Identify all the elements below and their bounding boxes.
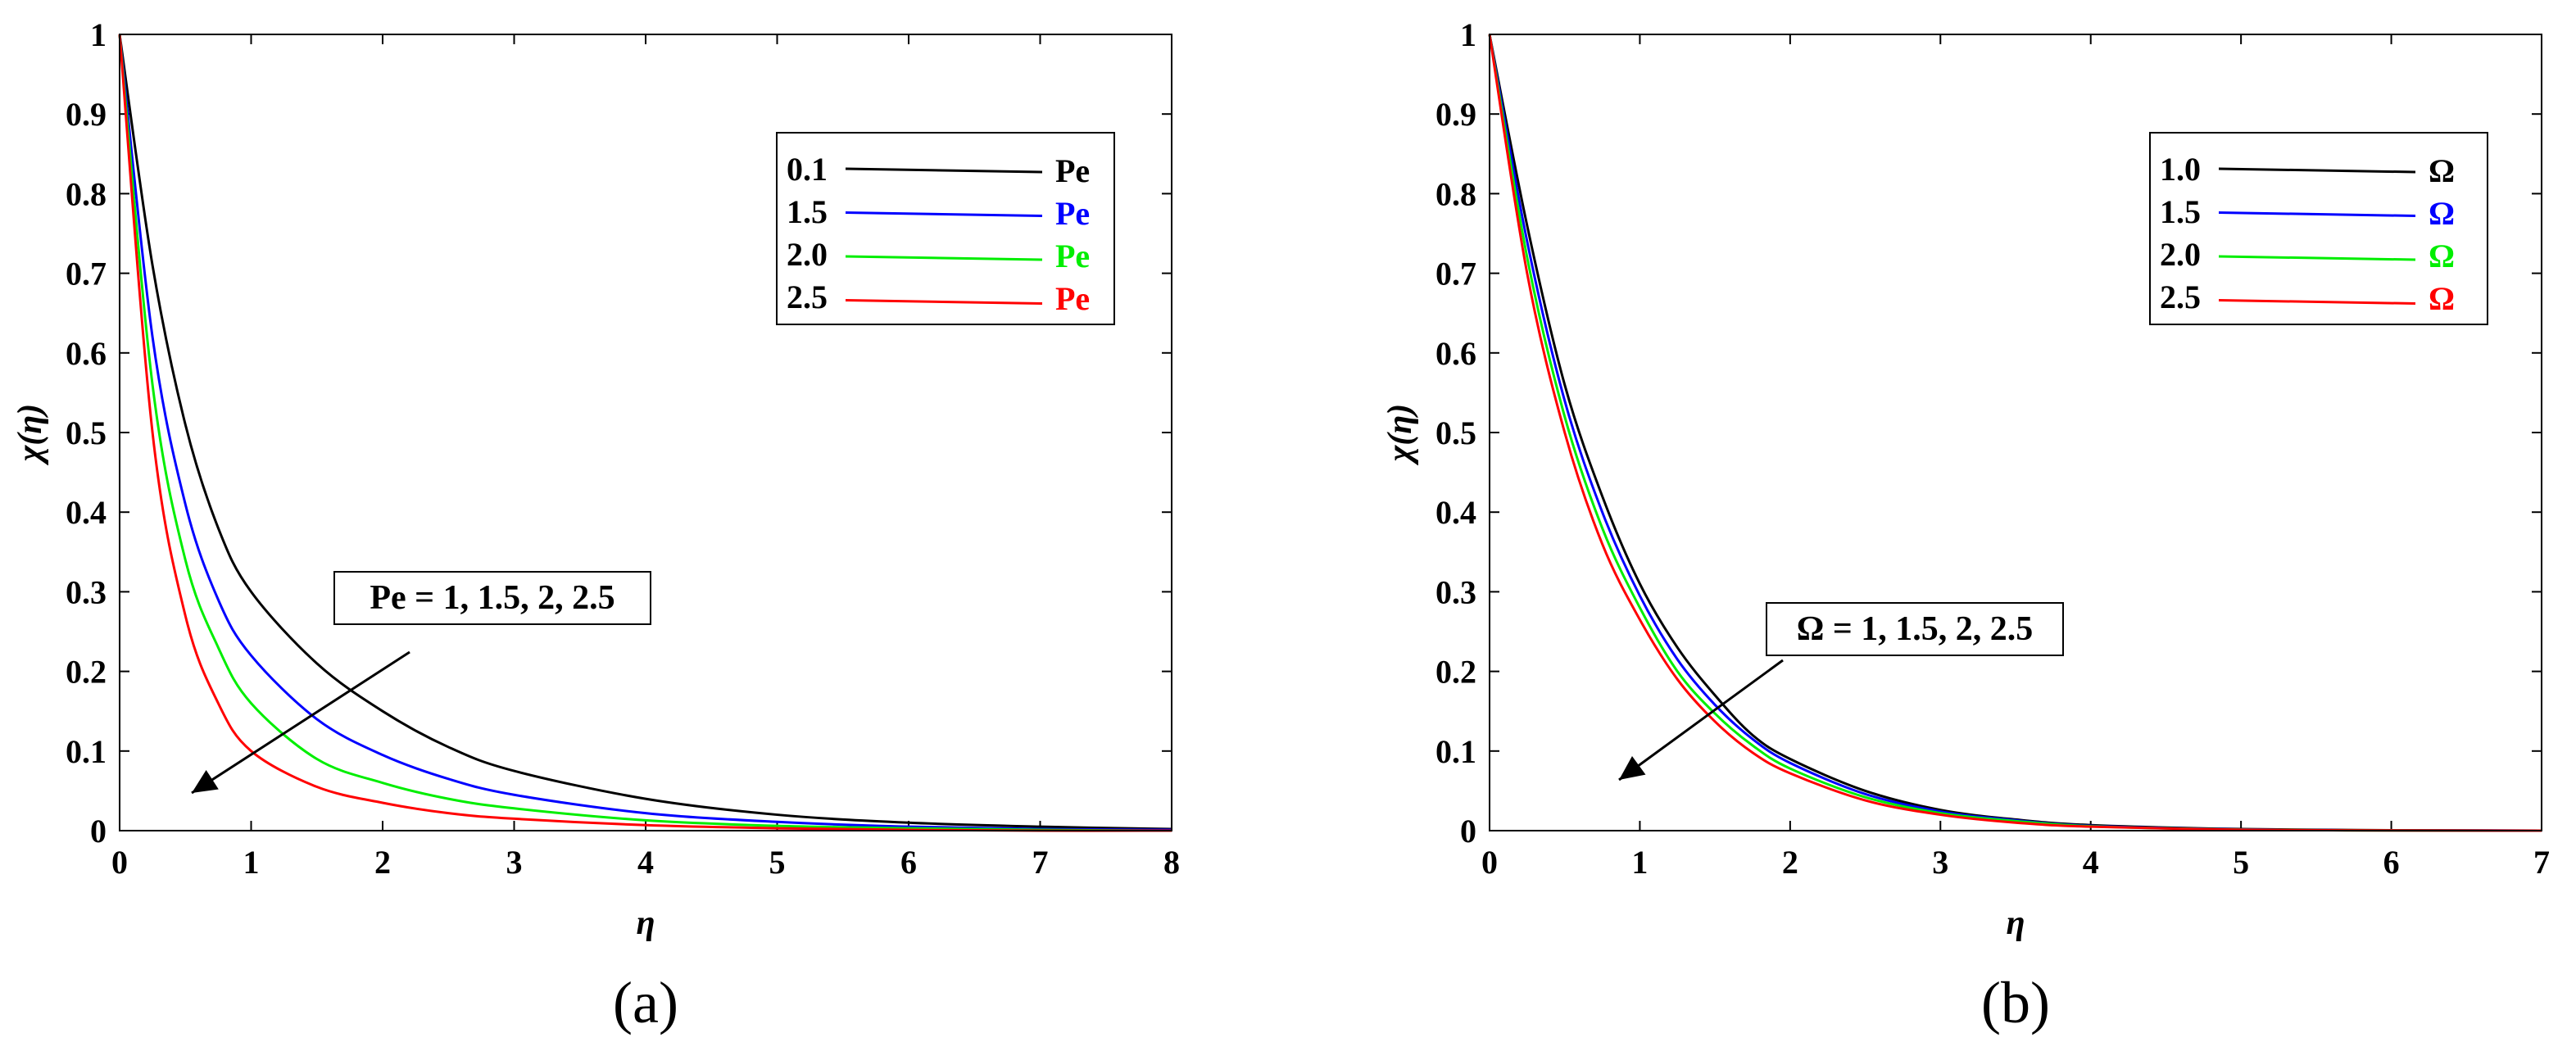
y-tick-label: 0.6 (66, 335, 107, 372)
legend-value-label: 1.5 (2160, 193, 2201, 230)
legend-box (776, 132, 1115, 325)
y-tick-label: 0.5 (66, 415, 107, 451)
legend-swatch (845, 167, 1043, 174)
y-tick-label: 0.8 (1435, 175, 1476, 212)
x-tick-label: 5 (2233, 844, 2249, 881)
legend-series-name: Ω (2429, 280, 2455, 317)
series-line (118, 34, 1172, 831)
legend-swatch (845, 211, 1043, 217)
x-tick-label: 1 (1631, 844, 1648, 881)
legend-series-name: Ω (2429, 238, 2455, 274)
x-tick-label: 2 (374, 844, 391, 881)
legend-swatch (2218, 299, 2416, 305)
y-axis-label: χ(η) (1381, 404, 1419, 466)
y-tick-label: 1 (90, 16, 107, 53)
legend-series-name: Pe (1055, 280, 1090, 317)
annotation-box (1766, 602, 2064, 656)
y-tick-label: 0.4 (66, 494, 107, 531)
y-tick-label: 0.4 (1435, 494, 1476, 531)
x-tick-label: 3 (506, 844, 523, 881)
panel-label: (b) (1981, 970, 2050, 1035)
y-tick-label: 1 (1460, 16, 1476, 53)
y-tick-label: 0.2 (1435, 654, 1476, 691)
legend-series-name: Pe (1055, 195, 1090, 232)
legend-series-name: Ω (2429, 152, 2455, 189)
annotation-box (333, 571, 651, 625)
panel-a: 0 1 2 3 4 5 6 7 8 0 0.1 0.2 0.3 0.4 0.5 0.6 0.7 0.8 0.9 1 η χ… (11, 16, 1180, 1035)
y-tick-label: 0.9 (66, 96, 107, 133)
x-tick-label: 8 (1163, 844, 1180, 881)
series-line (118, 34, 1172, 831)
legend-series-name: Pe (1055, 238, 1090, 274)
arrow-head (192, 769, 219, 793)
series-line (118, 34, 1172, 832)
x-tick-label: 4 (2083, 844, 2099, 881)
annotation: Ω = 1, 1.5, 2, 2.5 (1618, 602, 2064, 782)
arrow-head (1619, 756, 1646, 780)
legend-value-label: 2.0 (787, 236, 828, 273)
y-tick-label: 0.8 (66, 175, 107, 212)
y-tick-label: 0.3 (1435, 573, 1476, 610)
legend-value-label: 1.0 (2160, 151, 2201, 188)
legend: 1.0 Ω 1.5 Ω 2.0 Ω 2.5 Ω (2149, 132, 2488, 325)
annotation-arrow (1618, 659, 1784, 782)
legend-value-label: 1.5 (787, 193, 828, 230)
y-tick-label: 0.2 (66, 654, 107, 691)
x-tick-label: 2 (1782, 844, 1798, 881)
legend-swatch (2218, 211, 2416, 217)
y-tick-label: 0.7 (66, 256, 107, 292)
series-line (118, 34, 1172, 832)
legend: 0.1 Pe 1.5 Pe 2.0 Pe 2.5 Pe (776, 132, 1115, 325)
x-tick-label: 7 (2533, 844, 2550, 881)
y-tick-label: 0.9 (1435, 96, 1476, 133)
legend-swatch (845, 255, 1043, 261)
legend-value-label: 2.5 (787, 279, 828, 315)
annotation: Pe = 1, 1.5, 2, 2.5 (191, 571, 651, 795)
legend-value-label: 0.1 (787, 151, 828, 188)
legend-value-label: 2.0 (2160, 236, 2201, 273)
x-tick-label: 7 (1032, 844, 1049, 881)
x-tick-label: 6 (2383, 844, 2400, 881)
x-tick-label: 0 (111, 844, 128, 881)
panel-label: (a) (613, 970, 678, 1035)
y-tick-label: 0.6 (1435, 335, 1476, 372)
y-tick-label: 0 (1460, 813, 1476, 849)
panel-b: 0 1 2 3 4 5 6 7 0 0.1 0.2 0.3 0.4 0.5 0.6 0.7 0.8 0.9 1 η χ(… (1381, 16, 2550, 1035)
y-tick-label: 0.1 (66, 733, 107, 770)
legend-series-name: Ω (2429, 195, 2455, 232)
y-tick-label: 0.7 (1435, 256, 1476, 292)
legend-value-label: 2.5 (2160, 279, 2201, 315)
x-tick-label: 4 (637, 844, 654, 881)
legend-swatch (2218, 167, 2416, 174)
x-tick-label: 5 (769, 844, 786, 881)
x-tick-label: 1 (243, 844, 260, 881)
legend-swatch (2218, 255, 2416, 261)
legend-swatch (845, 299, 1043, 305)
annotation-arrow (191, 650, 410, 795)
y-tick-label: 0.1 (1435, 733, 1476, 770)
legend-series-name: Pe (1055, 152, 1090, 189)
y-tick-label: 0.5 (1435, 415, 1476, 451)
x-tick-label: 6 (900, 844, 917, 881)
x-axis-label: η (636, 904, 655, 942)
x-tick-label: 0 (1481, 844, 1498, 881)
series-line (1488, 34, 2542, 832)
y-axis-label: χ(η) (11, 404, 49, 466)
y-tick-label: 0 (90, 813, 107, 849)
x-axis-label: η (2006, 904, 2025, 942)
x-tick-label: 3 (1932, 844, 1948, 881)
annotation-text: Ω = 1, 1.5, 2, 2.5 (1797, 610, 2034, 648)
legend-box (2149, 132, 2488, 325)
y-tick-label: 0.3 (66, 573, 107, 610)
axes-frame (119, 34, 1172, 831)
axes-frame (1489, 34, 2542, 831)
annotation-text: Pe = 1, 1.5, 2, 2.5 (370, 579, 615, 617)
